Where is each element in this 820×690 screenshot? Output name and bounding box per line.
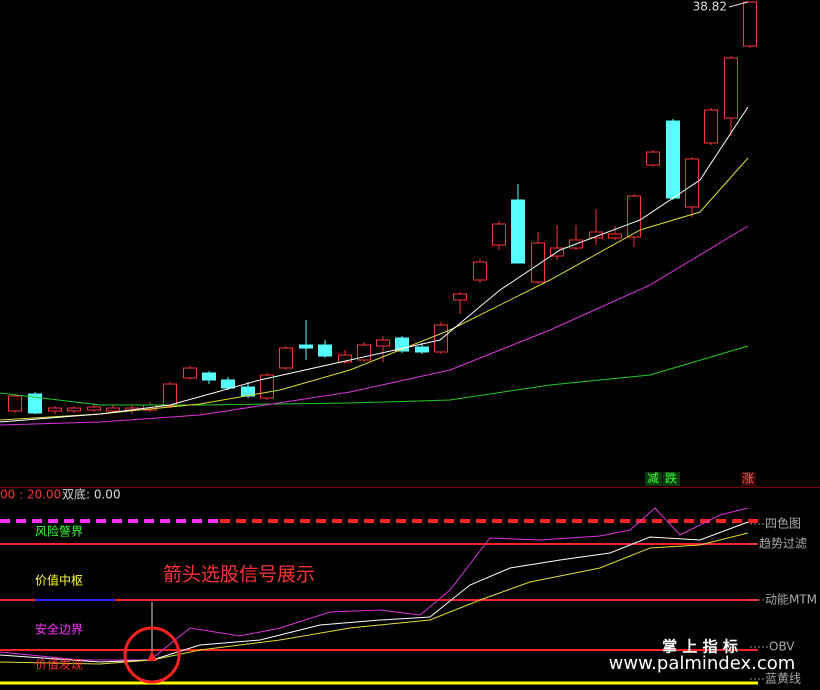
- label-leaders: [750, 523, 768, 680]
- candle-body: [183, 367, 197, 379]
- line: [0, 507, 749, 661]
- candle-body: [106, 407, 120, 412]
- line: [0, 345, 749, 406]
- candle-body: [453, 293, 467, 301]
- indicator-value: 00 : 20.00: [0, 488, 61, 502]
- zone-label: 风险警界: [35, 524, 83, 539]
- signal: 减: [647, 472, 659, 486]
- candle-body: [8, 395, 22, 412]
- candle-body: [704, 109, 718, 144]
- watermark-url: www.palmindex.com: [609, 653, 796, 674]
- signal: 跌: [665, 471, 677, 486]
- right-label: 蓝黄线: [765, 672, 801, 686]
- candle-body: [492, 223, 506, 246]
- candle-body: [376, 339, 390, 347]
- candle-body: [415, 346, 429, 353]
- price-pointer: [728, 1, 749, 8]
- right-label: 动能MTM: [765, 593, 817, 607]
- line: [0, 521, 749, 663]
- candle-body: [646, 151, 660, 166]
- signal-arrow: [147, 651, 157, 661]
- signal-box: [645, 472, 662, 486]
- right-label: 趋势过滤: [759, 537, 807, 551]
- candle-body: [279, 347, 293, 369]
- candle-body: [608, 233, 622, 239]
- candle-body: [67, 407, 81, 412]
- candle-body: [221, 379, 235, 389]
- signal-box: [663, 472, 680, 486]
- candle-body: [743, 1, 757, 47]
- line: [0, 225, 749, 426]
- zone-label: 价值中枢: [35, 573, 83, 588]
- candle-body: [260, 374, 274, 399]
- moving-averages: [0, 106, 749, 426]
- signal: 涨: [742, 471, 754, 486]
- price-label: 38.82: [693, 0, 727, 14]
- candle-body: [318, 344, 332, 357]
- candle-body: [202, 372, 216, 381]
- zone-label: 价值发现: [35, 657, 83, 672]
- line: [0, 106, 749, 423]
- caption: 箭头选股信号展示: [163, 564, 315, 586]
- candle-body: [724, 57, 738, 119]
- candle-body: [28, 393, 42, 414]
- candle-body: [87, 406, 101, 411]
- candle-body: [48, 407, 62, 412]
- line: [0, 157, 749, 421]
- candle-body: [163, 383, 177, 407]
- indicator-value: 双底: 0.00: [62, 487, 121, 502]
- candle-body: [338, 354, 352, 363]
- candles: [8, 1, 757, 414]
- candle-body: [627, 195, 641, 238]
- candle-body: [531, 242, 545, 283]
- candle-body: [685, 158, 699, 208]
- signal-circle: [123, 626, 181, 684]
- candle-body: [434, 324, 448, 353]
- candle-body: [299, 344, 313, 349]
- signal-box: [741, 472, 756, 486]
- right-label: OBV: [769, 640, 795, 654]
- candle-body: [473, 261, 487, 281]
- zone-label: 安全边界: [35, 622, 83, 637]
- candle-body: [589, 231, 603, 239]
- candle-body: [666, 120, 680, 199]
- right-label: 四色图: [765, 517, 801, 531]
- watermark-brand: 掌 上 指 标: [662, 638, 738, 656]
- candle-body: [511, 199, 525, 264]
